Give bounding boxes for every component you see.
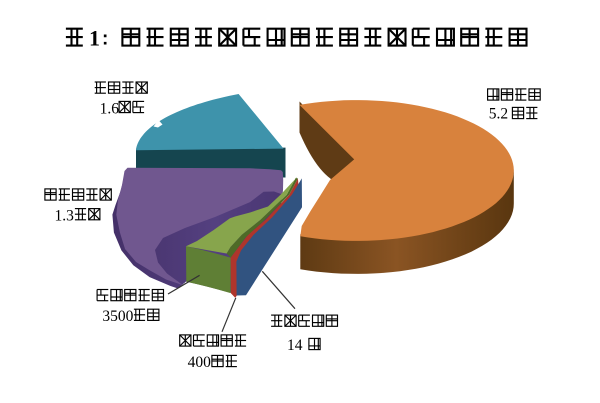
svg-text:1.3: 1.3 — [55, 208, 75, 225]
svg-text:14: 14 — [287, 337, 303, 354]
svg-text:1: 1 — [89, 25, 100, 50]
svg-text::: : — [102, 28, 108, 49]
svg-text:400: 400 — [188, 354, 212, 371]
svg-text:5.2: 5.2 — [489, 106, 508, 123]
svg-text:3500: 3500 — [102, 308, 133, 325]
svg-text:1.6: 1.6 — [100, 101, 120, 118]
